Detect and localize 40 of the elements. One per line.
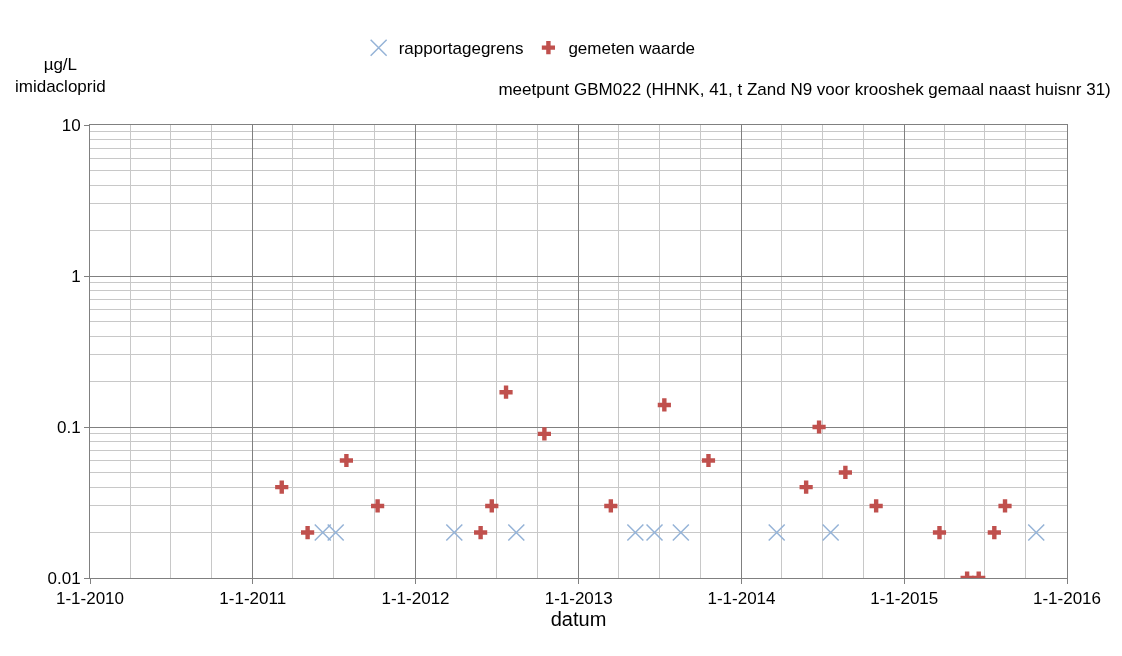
y-axis-title: µg/L imidacloprid — [15, 55, 106, 97]
point — [869, 499, 883, 513]
legend-label: gemeten waarde — [568, 39, 696, 59]
x-tick-label: 1-1-2013 — [544, 589, 613, 609]
point — [301, 525, 315, 540]
x-axis-title: datum — [550, 608, 607, 631]
point — [485, 499, 499, 513]
point — [537, 427, 551, 441]
point — [838, 465, 852, 480]
x-tick-label: 1-1-2011 — [219, 589, 287, 609]
point — [701, 453, 716, 468]
y-tick-label: 0.1 — [56, 417, 81, 437]
point — [657, 398, 671, 412]
point — [812, 420, 826, 434]
point — [604, 499, 618, 513]
point — [275, 480, 289, 494]
point — [821, 523, 840, 542]
x-tick-label: 1-1-2014 — [707, 589, 776, 609]
point — [339, 453, 353, 468]
chart-title: meetpunt GBM022 (HHNK, 41, t Zand N9 voor krooshek gemaal naast huisnr 31) — [498, 80, 1111, 100]
point — [799, 480, 813, 494]
point — [445, 523, 464, 542]
point — [499, 385, 513, 399]
point — [371, 499, 385, 513]
x-tick-label: 1-1-2016 — [1032, 589, 1102, 609]
x-tick-label: 1-1-2012 — [381, 589, 450, 609]
point — [1027, 523, 1045, 542]
x-tick-label: 1-1-2010 — [55, 589, 125, 609]
y-tick-label: 1 — [71, 266, 81, 286]
x-tick-label: 1-1-2015 — [870, 589, 939, 609]
point — [474, 525, 488, 540]
point — [507, 523, 526, 542]
legend-label: rapportagegrens — [398, 39, 524, 59]
y-tick-label: 10 — [61, 115, 81, 135]
point — [987, 525, 1001, 540]
point — [672, 523, 690, 542]
point — [998, 499, 1012, 513]
y-tick-label: 0.01 — [47, 568, 81, 588]
point — [932, 525, 947, 540]
point — [767, 523, 786, 542]
